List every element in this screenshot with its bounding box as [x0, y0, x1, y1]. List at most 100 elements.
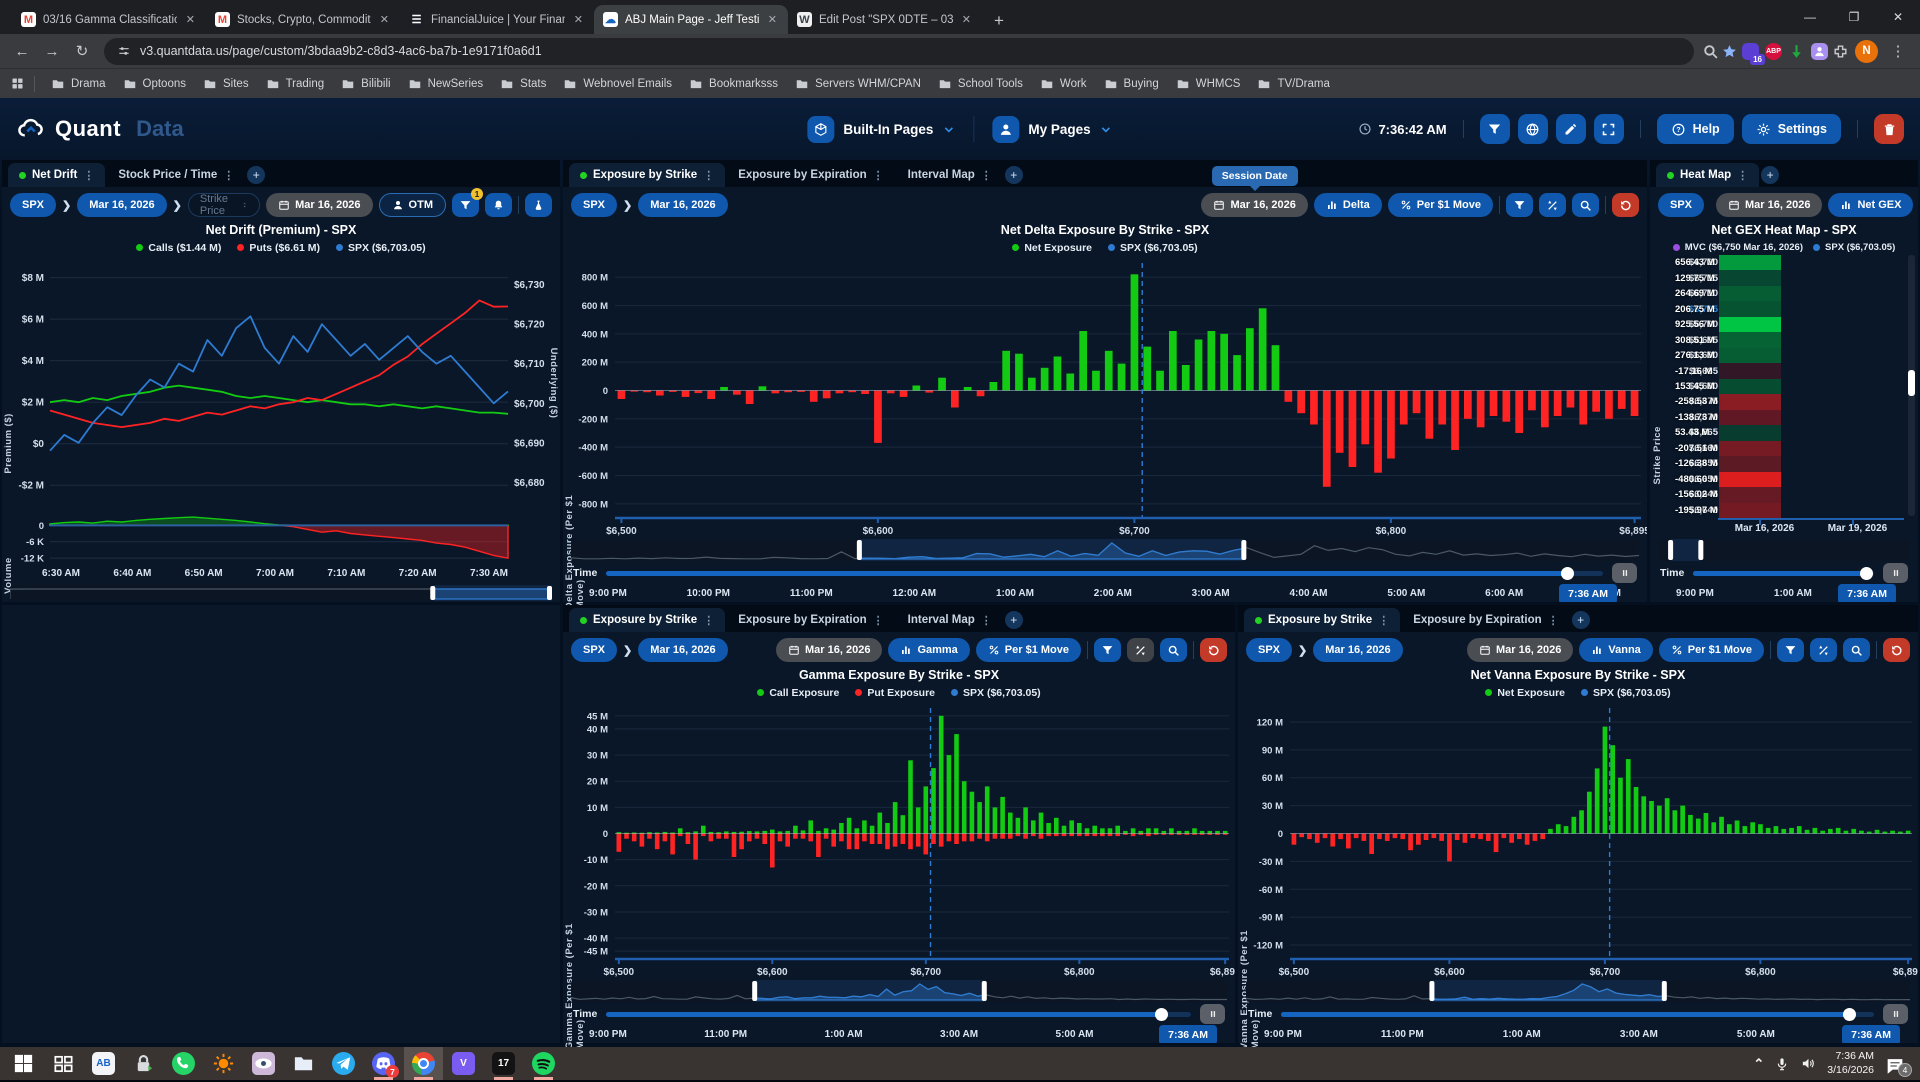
heatmap-row[interactable]: $6,660-207.51 M: [1666, 441, 1904, 456]
panel-tab[interactable]: Exposure by Strike⋮: [569, 163, 725, 187]
kebab-menu-icon[interactable]: ⋮: [981, 169, 992, 182]
whatsapp[interactable]: [164, 1047, 203, 1080]
metric-pill[interactable]: Net GEX: [1828, 193, 1913, 217]
minimize-button[interactable]: —: [1788, 0, 1832, 34]
kebab-menu-icon[interactable]: ⋮: [223, 169, 234, 182]
tab-close-icon[interactable]: ✕: [572, 13, 585, 26]
pause-button[interactable]: [1883, 1004, 1908, 1024]
bookmark-item[interactable]: Buying: [1097, 77, 1166, 91]
filter-button[interactable]: [1480, 114, 1510, 144]
session-date-pill[interactable]: Mar 16, 2026: [1467, 638, 1573, 662]
heatmap-row[interactable]: $6,715129.75 M: [1666, 270, 1904, 285]
panel-tab[interactable]: Heat Map⋮: [1656, 163, 1759, 187]
strike-range-brush[interactable]: [571, 980, 1227, 1002]
otm-pill[interactable]: OTM: [379, 193, 446, 217]
session-date-pill[interactable]: Mar 16, 2026: [1201, 193, 1307, 217]
current-time-badge[interactable]: 7:36 AM: [1838, 584, 1896, 602]
symbol-pill[interactable]: SPX: [10, 193, 56, 217]
search-button[interactable]: [1572, 193, 1599, 217]
tab-close-icon[interactable]: ✕: [184, 13, 197, 26]
builtin-pages-menu[interactable]: Built-In Pages: [807, 116, 955, 143]
task-view[interactable]: [44, 1047, 83, 1080]
strike-scrollbar[interactable]: [1908, 255, 1915, 516]
heatmap-row[interactable]: $6,700925.56 M: [1666, 317, 1904, 332]
kebab-menu-icon[interactable]: ⋮: [83, 169, 94, 182]
time-slider-handle[interactable]: [1155, 1008, 1168, 1021]
panel-tab[interactable]: Exposure by Strike⋮: [569, 608, 725, 632]
kebab-menu-icon[interactable]: ⋮: [873, 169, 884, 182]
globe-button[interactable]: [1518, 114, 1548, 144]
adblock-ext[interactable]: ABP: [1763, 41, 1784, 62]
bookmark-item[interactable]: TV/Drama: [1250, 77, 1336, 91]
panel-tab[interactable]: Interval Map⋮: [897, 608, 1003, 632]
heatmap-row[interactable]: $6,645-156.02 M: [1666, 487, 1904, 502]
discord[interactable]: 7: [364, 1047, 403, 1080]
heatmap-row[interactable]: $6,680153.45 M: [1666, 379, 1904, 394]
time-slider-handle[interactable]: [1860, 567, 1873, 580]
panel-tab[interactable]: Exposure by Strike⋮: [1244, 608, 1400, 632]
settings-button[interactable]: Settings: [1742, 114, 1841, 144]
heatmap-row[interactable]: $6,675-258.53 M: [1666, 394, 1904, 409]
bookmark-item[interactable]: Sites: [196, 77, 256, 91]
strike-range-brush[interactable]: [571, 539, 1639, 561]
per-move-pill[interactable]: Per $1 Move: [1659, 638, 1764, 662]
filter-button[interactable]: [1094, 638, 1121, 662]
photo-app[interactable]: [244, 1047, 283, 1080]
heatmap-row[interactable]: $6,655-126.38 M: [1666, 456, 1904, 471]
ext-purple[interactable]: 16: [1740, 41, 1761, 62]
bookmark-item[interactable]: Bilibili: [334, 77, 397, 91]
help-button[interactable]: ?Help: [1657, 114, 1734, 144]
heatmap-row[interactable]: $6,695308.51 M: [1666, 332, 1904, 347]
per-move-pill[interactable]: Per $1 Move: [976, 638, 1081, 662]
chrome[interactable]: [404, 1047, 443, 1080]
pause-button[interactable]: [1200, 1004, 1225, 1024]
bookmark-item[interactable]: Stats: [493, 77, 553, 91]
kebab-menu-icon[interactable]: ⋮: [703, 614, 714, 627]
tray-mic-icon[interactable]: [1774, 1056, 1790, 1072]
reset-button[interactable]: [1200, 638, 1227, 662]
heatmap-row[interactable]: $6,670-138.73 M: [1666, 410, 1904, 425]
panel-tab[interactable]: Net Drift⋮: [8, 163, 105, 187]
add-tab-button[interactable]: +: [1005, 611, 1023, 629]
extensions-menu-icon[interactable]: [1832, 43, 1849, 60]
expiry-pill[interactable]: Mar 16, 2026: [1313, 638, 1402, 662]
symbol-pill[interactable]: SPX: [1246, 638, 1292, 662]
strike-filter-button[interactable]: 1: [452, 193, 479, 217]
browser-tab[interactable]: M03/16 Gamma Classification Eng✕: [12, 5, 206, 34]
time-slider-handle[interactable]: [1561, 567, 1574, 580]
close-button[interactable]: ✕: [1876, 0, 1920, 34]
fullscreen-button[interactable]: [1594, 114, 1624, 144]
browser-tab[interactable]: ☰FinancialJuice | Your Financial U✕: [400, 5, 594, 34]
sun-app[interactable]: [204, 1047, 243, 1080]
maximize-button[interactable]: ❐: [1832, 0, 1876, 34]
pause-button[interactable]: [1883, 563, 1908, 583]
translator-app[interactable]: AB: [84, 1047, 123, 1080]
bookmark-item[interactable]: Webnovel Emails: [556, 77, 679, 91]
tab-close-icon[interactable]: ✕: [960, 13, 973, 26]
bookmark-item[interactable]: Trading: [259, 77, 332, 91]
alerts-button[interactable]: [485, 193, 512, 217]
bookmark-item[interactable]: WHMCS: [1169, 77, 1248, 91]
browser-tab[interactable]: ☁ABJ Main Page - Jeff Testing✕: [594, 5, 788, 34]
expiry-pill[interactable]: Mar 16, 2026: [77, 193, 166, 217]
tradingview[interactable]: 17: [484, 1047, 523, 1080]
forward-button[interactable]: →: [38, 37, 66, 65]
heatmap-row[interactable]: $6,705206.75 M: [1666, 301, 1904, 316]
date-range-brush[interactable]: [1658, 539, 1910, 561]
browser-menu-icon[interactable]: ⋮: [1884, 37, 1912, 65]
telegram[interactable]: [324, 1047, 363, 1080]
heatmap-row[interactable]: $6,685-17.16 M: [1666, 363, 1904, 378]
new-tab-button[interactable]: +: [986, 8, 1012, 34]
panel-tab[interactable]: Interval Map⋮: [897, 163, 1003, 187]
symbol-pill[interactable]: SPX: [571, 193, 617, 217]
heatmap-row[interactable]: $6,640-195.97 M: [1666, 503, 1904, 518]
session-date-pill[interactable]: Mar 16, 2026: [266, 193, 372, 217]
reset-button[interactable]: [1612, 193, 1639, 217]
add-tab-button[interactable]: +: [247, 166, 265, 184]
pause-button[interactable]: [1612, 563, 1637, 583]
kebab-menu-icon[interactable]: ⋮: [703, 169, 714, 182]
metric-pill[interactable]: Gamma: [888, 638, 969, 662]
strike-range-button[interactable]: [1539, 193, 1566, 217]
metric-pill[interactable]: Delta: [1314, 193, 1382, 217]
heatmap-row[interactable]: $6,650-480.60 M: [1666, 472, 1904, 487]
